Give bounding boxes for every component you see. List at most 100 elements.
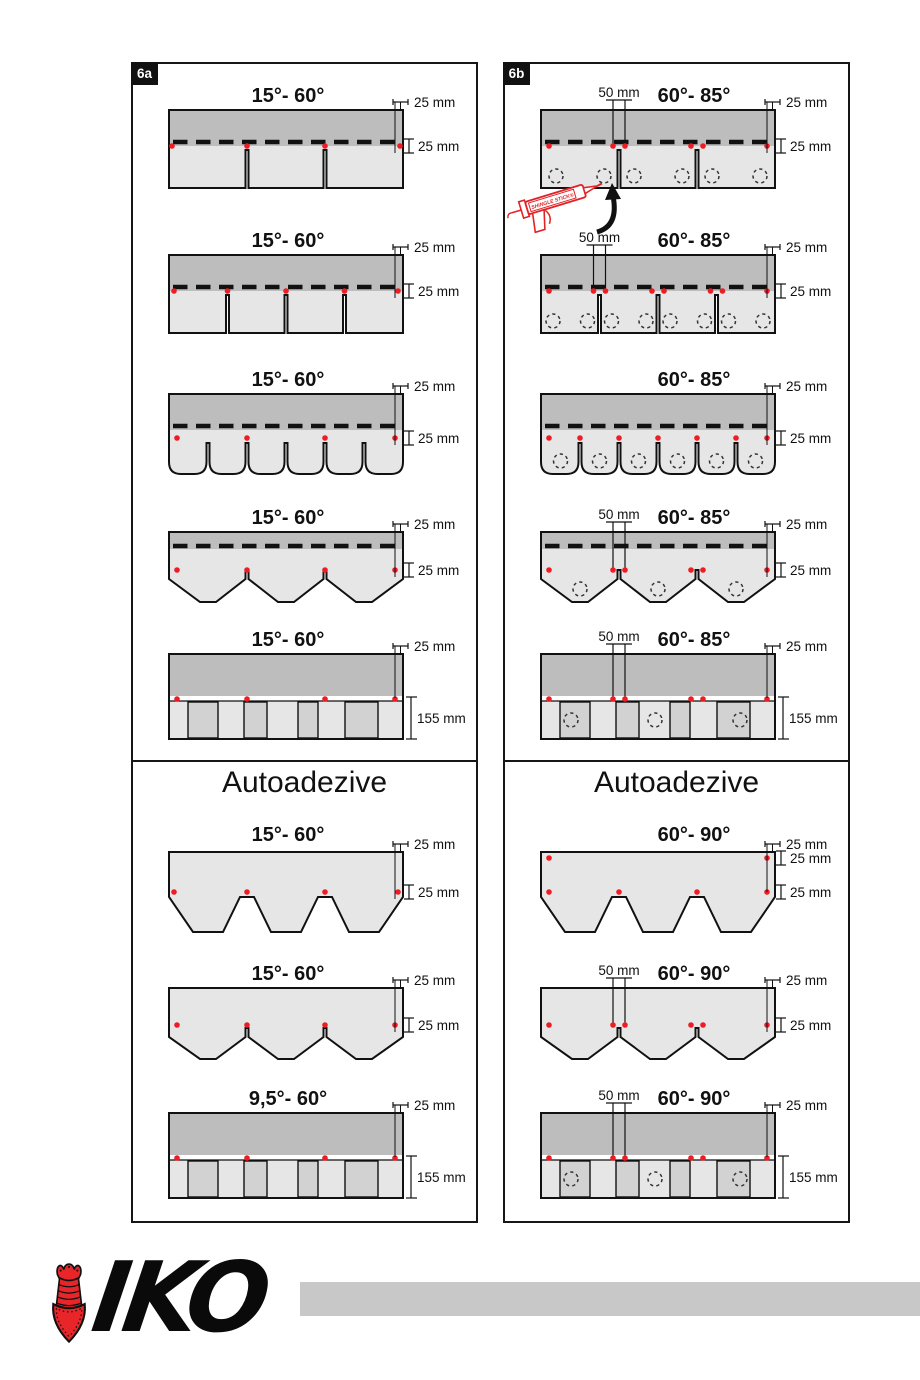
shingle-diagram-svg: 50 mm 60°- 85° 25 mm 155 mm	[540, 629, 838, 740]
shingle-diagram-svg: 9,5°- 60° 25 mm 155 mm	[168, 1088, 466, 1199]
svg-text:25 mm: 25 mm	[414, 639, 455, 654]
svg-text:25 mm: 25 mm	[790, 284, 831, 299]
svg-text:25 mm: 25 mm	[786, 379, 827, 394]
diagram-60-90--brick: 50 mm 60°- 90° 25 mm 155 mm	[506, 1088, 849, 1214]
svg-text:25 mm: 25 mm	[418, 284, 459, 299]
svg-text:25 mm: 25 mm	[414, 837, 455, 852]
svg-text:155 mm: 155 mm	[789, 711, 838, 726]
svg-text:15°- 60°: 15°- 60°	[252, 231, 325, 252]
svg-text:25 mm: 25 mm	[786, 95, 827, 110]
panel-6a-autoadezive-box: Autoadezive 15°- 60° 25 mm 25 mm 15°- 60° 25…	[131, 760, 478, 1223]
shingle-diagram-svg: 50 mm 60°- 90° 25 mm 155 mm	[540, 1088, 838, 1199]
svg-text:15°- 60°: 15°- 60°	[252, 964, 325, 985]
svg-text:25 mm: 25 mm	[418, 885, 459, 900]
svg-text:25 mm: 25 mm	[790, 851, 831, 866]
svg-text:50 mm: 50 mm	[598, 86, 639, 100]
shingle-diagram-svg: 60°- 85° 25 mm 25 mm	[540, 369, 831, 475]
svg-text:25 mm: 25 mm	[790, 431, 831, 446]
shingle-stick-gun: SHINGLE STICK®	[507, 180, 639, 254]
svg-text:60°- 90°: 60°- 90°	[658, 964, 731, 985]
diagram-60-90--hex3p: 50 mm 60°- 90° 25 mm 25 mm	[506, 963, 849, 1073]
shingle-diagram-svg: 15°- 60° 25 mm 25 mm	[168, 507, 459, 603]
shingle-stick-svg: SHINGLE STICK®	[507, 182, 621, 235]
svg-text:60°- 85°: 60°- 85°	[658, 630, 731, 651]
diagram-15-60--tab4: 15°- 60° 25 mm 25 mm	[134, 230, 477, 348]
svg-text:60°- 90°: 60°- 90°	[658, 825, 731, 846]
svg-text:15°- 60°: 15°- 60°	[252, 825, 325, 846]
shingle-diagram-svg: 15°- 60° 25 mm 25 mm	[168, 85, 459, 189]
svg-text:25 mm: 25 mm	[786, 639, 827, 654]
svg-text:155 mm: 155 mm	[417, 711, 466, 726]
svg-text:25 mm: 25 mm	[786, 837, 827, 852]
diagram-15-60--tab3: 15°- 60° 25 mm 25 mm	[134, 85, 477, 203]
svg-text:50 mm: 50 mm	[598, 630, 639, 644]
svg-text:25 mm: 25 mm	[790, 885, 831, 900]
svg-text:60°- 85°: 60°- 85°	[658, 508, 731, 529]
diagram-60-85--tab3: 50 mm 60°- 85° 25 mm 25 mm	[506, 85, 849, 203]
panel-6b-top-box: 6b 50 mm 60°- 85° 25 mm 25 mm 50 mm 60°- 85° 2…	[503, 62, 850, 762]
shingle-diagram-svg: 15°- 60° 25 mm 25 mm	[168, 369, 459, 475]
svg-text:15°- 60°: 15°- 60°	[252, 630, 325, 651]
svg-text:15°- 60°: 15°- 60°	[252, 86, 325, 107]
panel-6a: 6a 15°- 60° 25 mm 25 mm 15°- 60° 25 mm 25 mm 1…	[131, 62, 478, 1223]
svg-text:25 mm: 25 mm	[786, 973, 827, 988]
svg-text:50 mm: 50 mm	[579, 231, 620, 245]
svg-text:25 mm: 25 mm	[414, 1098, 455, 1113]
svg-text:60°- 90°: 60°- 90°	[658, 1089, 731, 1110]
diagram-60-85--hex3s: 50 mm 60°- 85° 25 mm 25 mm	[506, 507, 849, 617]
panel-6b-autoadezive-box: Autoadezive 60°- 90° 25 mm 25 mm 25 mm 50 mm…	[503, 760, 850, 1223]
svg-text:25 mm: 25 mm	[418, 139, 459, 154]
svg-text:60°- 85°: 60°- 85°	[658, 231, 731, 252]
svg-text:50 mm: 50 mm	[598, 964, 639, 978]
svg-text:25 mm: 25 mm	[418, 431, 459, 446]
svg-text:60°- 85°: 60°- 85°	[658, 86, 731, 107]
diagram-60-90--hextab: 60°- 90° 25 mm 25 mm 25 mm	[506, 824, 849, 946]
shingle-diagram-svg: 15°- 60° 25 mm 25 mm	[168, 963, 459, 1060]
diagram-15-60--brick: 15°- 60° 25 mm 155 mm	[134, 629, 477, 755]
svg-text:15°- 60°: 15°- 60°	[252, 508, 325, 529]
shingle-diagram-svg: 15°- 60° 25 mm 25 mm	[168, 824, 459, 933]
svg-text:25 mm: 25 mm	[790, 563, 831, 578]
svg-text:50 mm: 50 mm	[598, 508, 639, 522]
shingle-diagram-svg: 50 mm 60°- 90° 25 mm 25 mm	[540, 963, 831, 1060]
diagram-15-60--hextab: 15°- 60° 25 mm 25 mm	[134, 824, 477, 946]
iko-knight-emblem-icon	[52, 1263, 86, 1344]
autoadezive-heading-6a: Autoadezive	[221, 766, 388, 799]
shingle-diagram-svg: 50 mm 60°- 85° 25 mm 25 mm	[540, 85, 831, 189]
shingle-diagram-svg: 50 mm 60°- 85° 25 mm 25 mm	[540, 230, 831, 334]
svg-text:25 mm: 25 mm	[786, 517, 827, 532]
diagram-15-60--hex3s: 15°- 60° 25 mm 25 mm	[134, 507, 477, 617]
panel-6b: 6b 50 mm 60°- 85° 25 mm 25 mm 50 mm 60°- 85° 2…	[503, 62, 850, 1223]
svg-text:50 mm: 50 mm	[598, 1089, 639, 1103]
diagram-15-60--hex3p: 15°- 60° 25 mm 25 mm	[134, 963, 477, 1073]
svg-text:25 mm: 25 mm	[414, 95, 455, 110]
svg-text:15°- 60°: 15°- 60°	[252, 370, 325, 391]
diagram-60-85--round6: 60°- 85° 25 mm 25 mm	[506, 369, 849, 489]
svg-text:25 mm: 25 mm	[790, 139, 831, 154]
svg-text:155 mm: 155 mm	[789, 1170, 838, 1185]
diagram-9-5-60--brick: 9,5°- 60° 25 mm 155 mm	[134, 1088, 477, 1214]
panel-6a-badge: 6a	[131, 62, 158, 85]
shingle-diagram-svg: 15°- 60° 25 mm 155 mm	[168, 629, 466, 740]
svg-text:60°- 85°: 60°- 85°	[658, 370, 731, 391]
shingle-diagram-svg: 50 mm 60°- 85° 25 mm 25 mm	[540, 507, 831, 603]
shingle-diagram-svg: 15°- 60° 25 mm 25 mm	[168, 230, 459, 334]
panel-6b-badge: 6b	[503, 62, 530, 85]
iko-logo-text: IKO	[86, 1241, 272, 1354]
logo-gray-bar	[300, 1282, 920, 1316]
svg-text:25 mm: 25 mm	[414, 240, 455, 255]
diagram-60-85--tab4: 50 mm 60°- 85° 25 mm 25 mm	[506, 230, 849, 348]
panel-6a-top-box: 6a 15°- 60° 25 mm 25 mm 15°- 60° 25 mm 25 mm 1…	[131, 62, 478, 762]
diagram-15-60--round6: 15°- 60° 25 mm 25 mm	[134, 369, 477, 489]
svg-text:25 mm: 25 mm	[418, 1018, 459, 1033]
svg-text:25 mm: 25 mm	[790, 1018, 831, 1033]
svg-text:25 mm: 25 mm	[418, 563, 459, 578]
svg-text:25 mm: 25 mm	[414, 973, 455, 988]
svg-text:9,5°- 60°: 9,5°- 60°	[249, 1089, 327, 1110]
svg-text:25 mm: 25 mm	[786, 1098, 827, 1113]
diagram-60-85--brick: 50 mm 60°- 85° 25 mm 155 mm	[506, 629, 849, 755]
svg-text:155 mm: 155 mm	[417, 1170, 466, 1185]
svg-text:25 mm: 25 mm	[414, 379, 455, 394]
